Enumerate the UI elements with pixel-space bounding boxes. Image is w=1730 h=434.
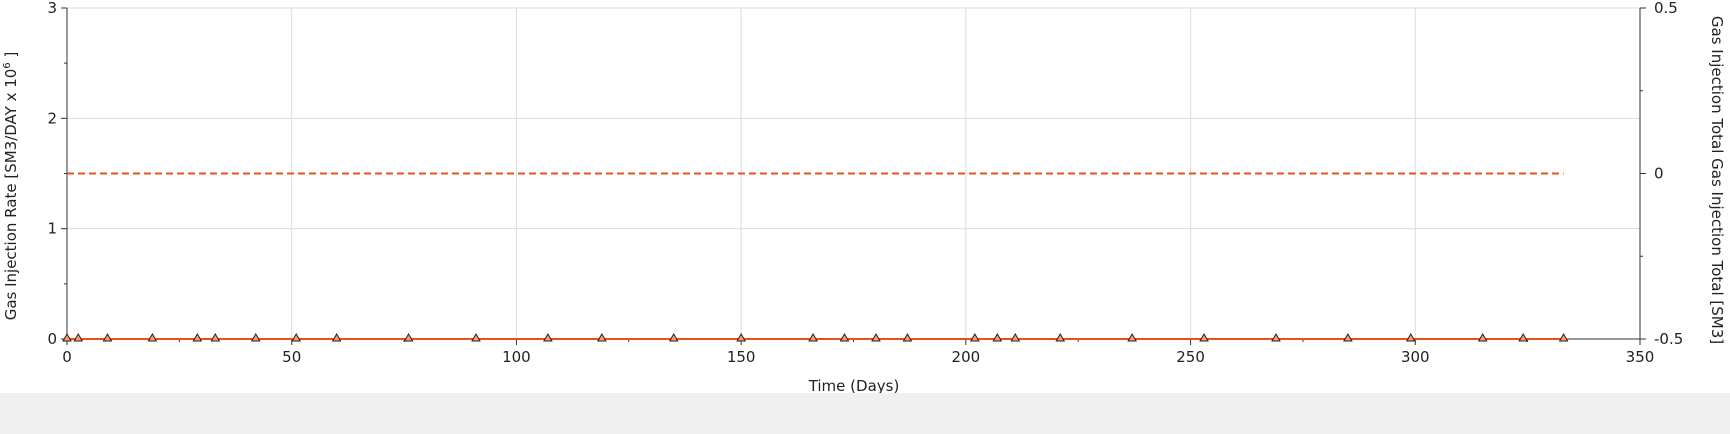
x-tick-label: 200 bbox=[952, 348, 981, 366]
y-axis-title-main: Gas Injection Rate [SM3/DAY x 10 bbox=[2, 69, 20, 321]
series-1-marker bbox=[1558, 332, 1569, 342]
series-1-marker bbox=[192, 332, 203, 342]
series-1-marker bbox=[1127, 332, 1138, 342]
series-1-marker bbox=[839, 332, 850, 342]
x-tick-label: 100 bbox=[502, 348, 531, 366]
x-axis-title: Time (Days) bbox=[808, 377, 900, 393]
x-tick-label: 300 bbox=[1401, 348, 1430, 366]
series-1-marker bbox=[902, 332, 913, 342]
gas-injection-chart: 0 50 100 150 200 250 300 350 0 1 2 3 -0.5 0 0.5 Time (… bbox=[2, 0, 1726, 395]
series-1-marker bbox=[1405, 332, 1416, 342]
series-1-marker bbox=[471, 332, 481, 342]
series-1-marker bbox=[331, 332, 342, 342]
series-1-marker bbox=[543, 332, 553, 342]
series-1-marker bbox=[1343, 332, 1353, 342]
x-tick-label: 150 bbox=[727, 348, 756, 366]
series-1-marker bbox=[62, 332, 72, 342]
series-1-marker bbox=[668, 332, 679, 342]
x-tick-label: 250 bbox=[1176, 348, 1205, 366]
series-1-marker bbox=[596, 332, 607, 342]
series bbox=[62, 172, 1569, 342]
series-1-marker bbox=[147, 332, 158, 342]
series-1-marker bbox=[871, 332, 881, 342]
series-1-marker bbox=[250, 332, 261, 342]
x-tick-label: 0 bbox=[62, 348, 72, 366]
x-tick-label: 50 bbox=[282, 348, 301, 366]
x-tick-label: 350 bbox=[1626, 348, 1655, 366]
tick-labels: 0 50 100 150 200 250 300 350 0 1 2 3 -0.5 0 0.5 bbox=[47, 0, 1683, 366]
series-1-marker bbox=[1010, 332, 1021, 342]
y2-tick-label: 0.5 bbox=[1654, 0, 1678, 17]
series-1-marker bbox=[808, 332, 818, 342]
series-1-marker bbox=[1477, 332, 1488, 342]
y-tick-label: 3 bbox=[47, 0, 57, 17]
status-strip bbox=[0, 393, 1730, 434]
y-axis-title-exponent: 6 bbox=[2, 62, 13, 68]
y-tick-label: 2 bbox=[47, 109, 57, 127]
series-1-marker bbox=[73, 332, 84, 342]
axes bbox=[61, 7, 1646, 345]
series-1-marker bbox=[291, 332, 302, 342]
y2-axis-title: Gas Injection Total Gas Injection Total … bbox=[1708, 16, 1726, 344]
series-1-marker bbox=[1518, 332, 1529, 342]
series-1-marker bbox=[736, 332, 747, 342]
y2-tick-label: -0.5 bbox=[1654, 330, 1683, 348]
series-1-marker bbox=[1199, 332, 1209, 342]
series-1-marker bbox=[969, 332, 980, 342]
series-1-marker bbox=[1055, 332, 1066, 342]
series-1-marker bbox=[403, 332, 414, 342]
series-1-marker bbox=[102, 332, 113, 342]
y-tick-label: 1 bbox=[47, 220, 57, 238]
y2-tick-label: 0 bbox=[1654, 165, 1664, 183]
series-1-marker bbox=[992, 332, 1003, 342]
y-axis-title-end: ] bbox=[2, 52, 20, 63]
series-1-marker bbox=[1271, 332, 1281, 342]
chart-area: 0 50 100 150 200 250 300 350 0 1 2 3 -0.5 0 0.5 Time (… bbox=[0, 0, 1730, 395]
series-1-marker bbox=[210, 332, 221, 342]
y-axis-title: Gas Injection Rate [SM3/DAY x 106 ] bbox=[2, 52, 20, 321]
y-tick-label: 0 bbox=[47, 330, 57, 348]
